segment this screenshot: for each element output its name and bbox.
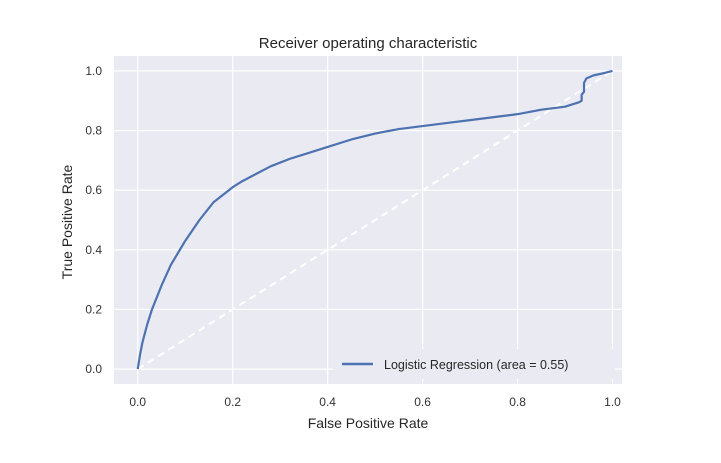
x-axis-label: False Positive Rate xyxy=(308,415,429,431)
y-tick-label: 0.0 xyxy=(85,362,102,376)
y-axis-ticks: 0.0 0.2 0.4 0.6 0.8 1.0 xyxy=(85,64,102,376)
x-tick-label: 0.6 xyxy=(414,395,431,409)
y-tick-label: 0.4 xyxy=(85,243,102,257)
x-tick-label: 1.0 xyxy=(604,395,621,409)
diagonal-reference-line xyxy=(137,70,614,370)
legend: Logistic Regression (area = 0.55) xyxy=(333,349,615,379)
roc-curve-line xyxy=(136,69,613,370)
y-tick-label: 0.6 xyxy=(85,183,102,197)
x-tick-label: 0.4 xyxy=(319,395,336,409)
x-tick-label: 0.0 xyxy=(129,395,146,409)
legend-entry-logistic-regression: Logistic Regression (area = 0.55) xyxy=(384,358,568,372)
legend-box xyxy=(333,349,615,379)
plot-area xyxy=(114,56,622,384)
y-tick-label: 1.0 xyxy=(85,64,102,78)
y-tick-label: 0.2 xyxy=(85,302,102,316)
y-tick-label: 0.8 xyxy=(85,124,102,138)
chart-title: Receiver operating characteristic xyxy=(259,35,478,52)
x-tick-label: 0.8 xyxy=(509,395,526,409)
x-axis-ticks: 0.0 0.2 0.4 0.6 0.8 1.0 xyxy=(129,395,621,409)
series-layer xyxy=(136,69,614,370)
grid xyxy=(114,56,622,384)
y-axis-label: True Positive Rate xyxy=(59,164,75,279)
x-tick-label: 0.2 xyxy=(224,395,241,409)
